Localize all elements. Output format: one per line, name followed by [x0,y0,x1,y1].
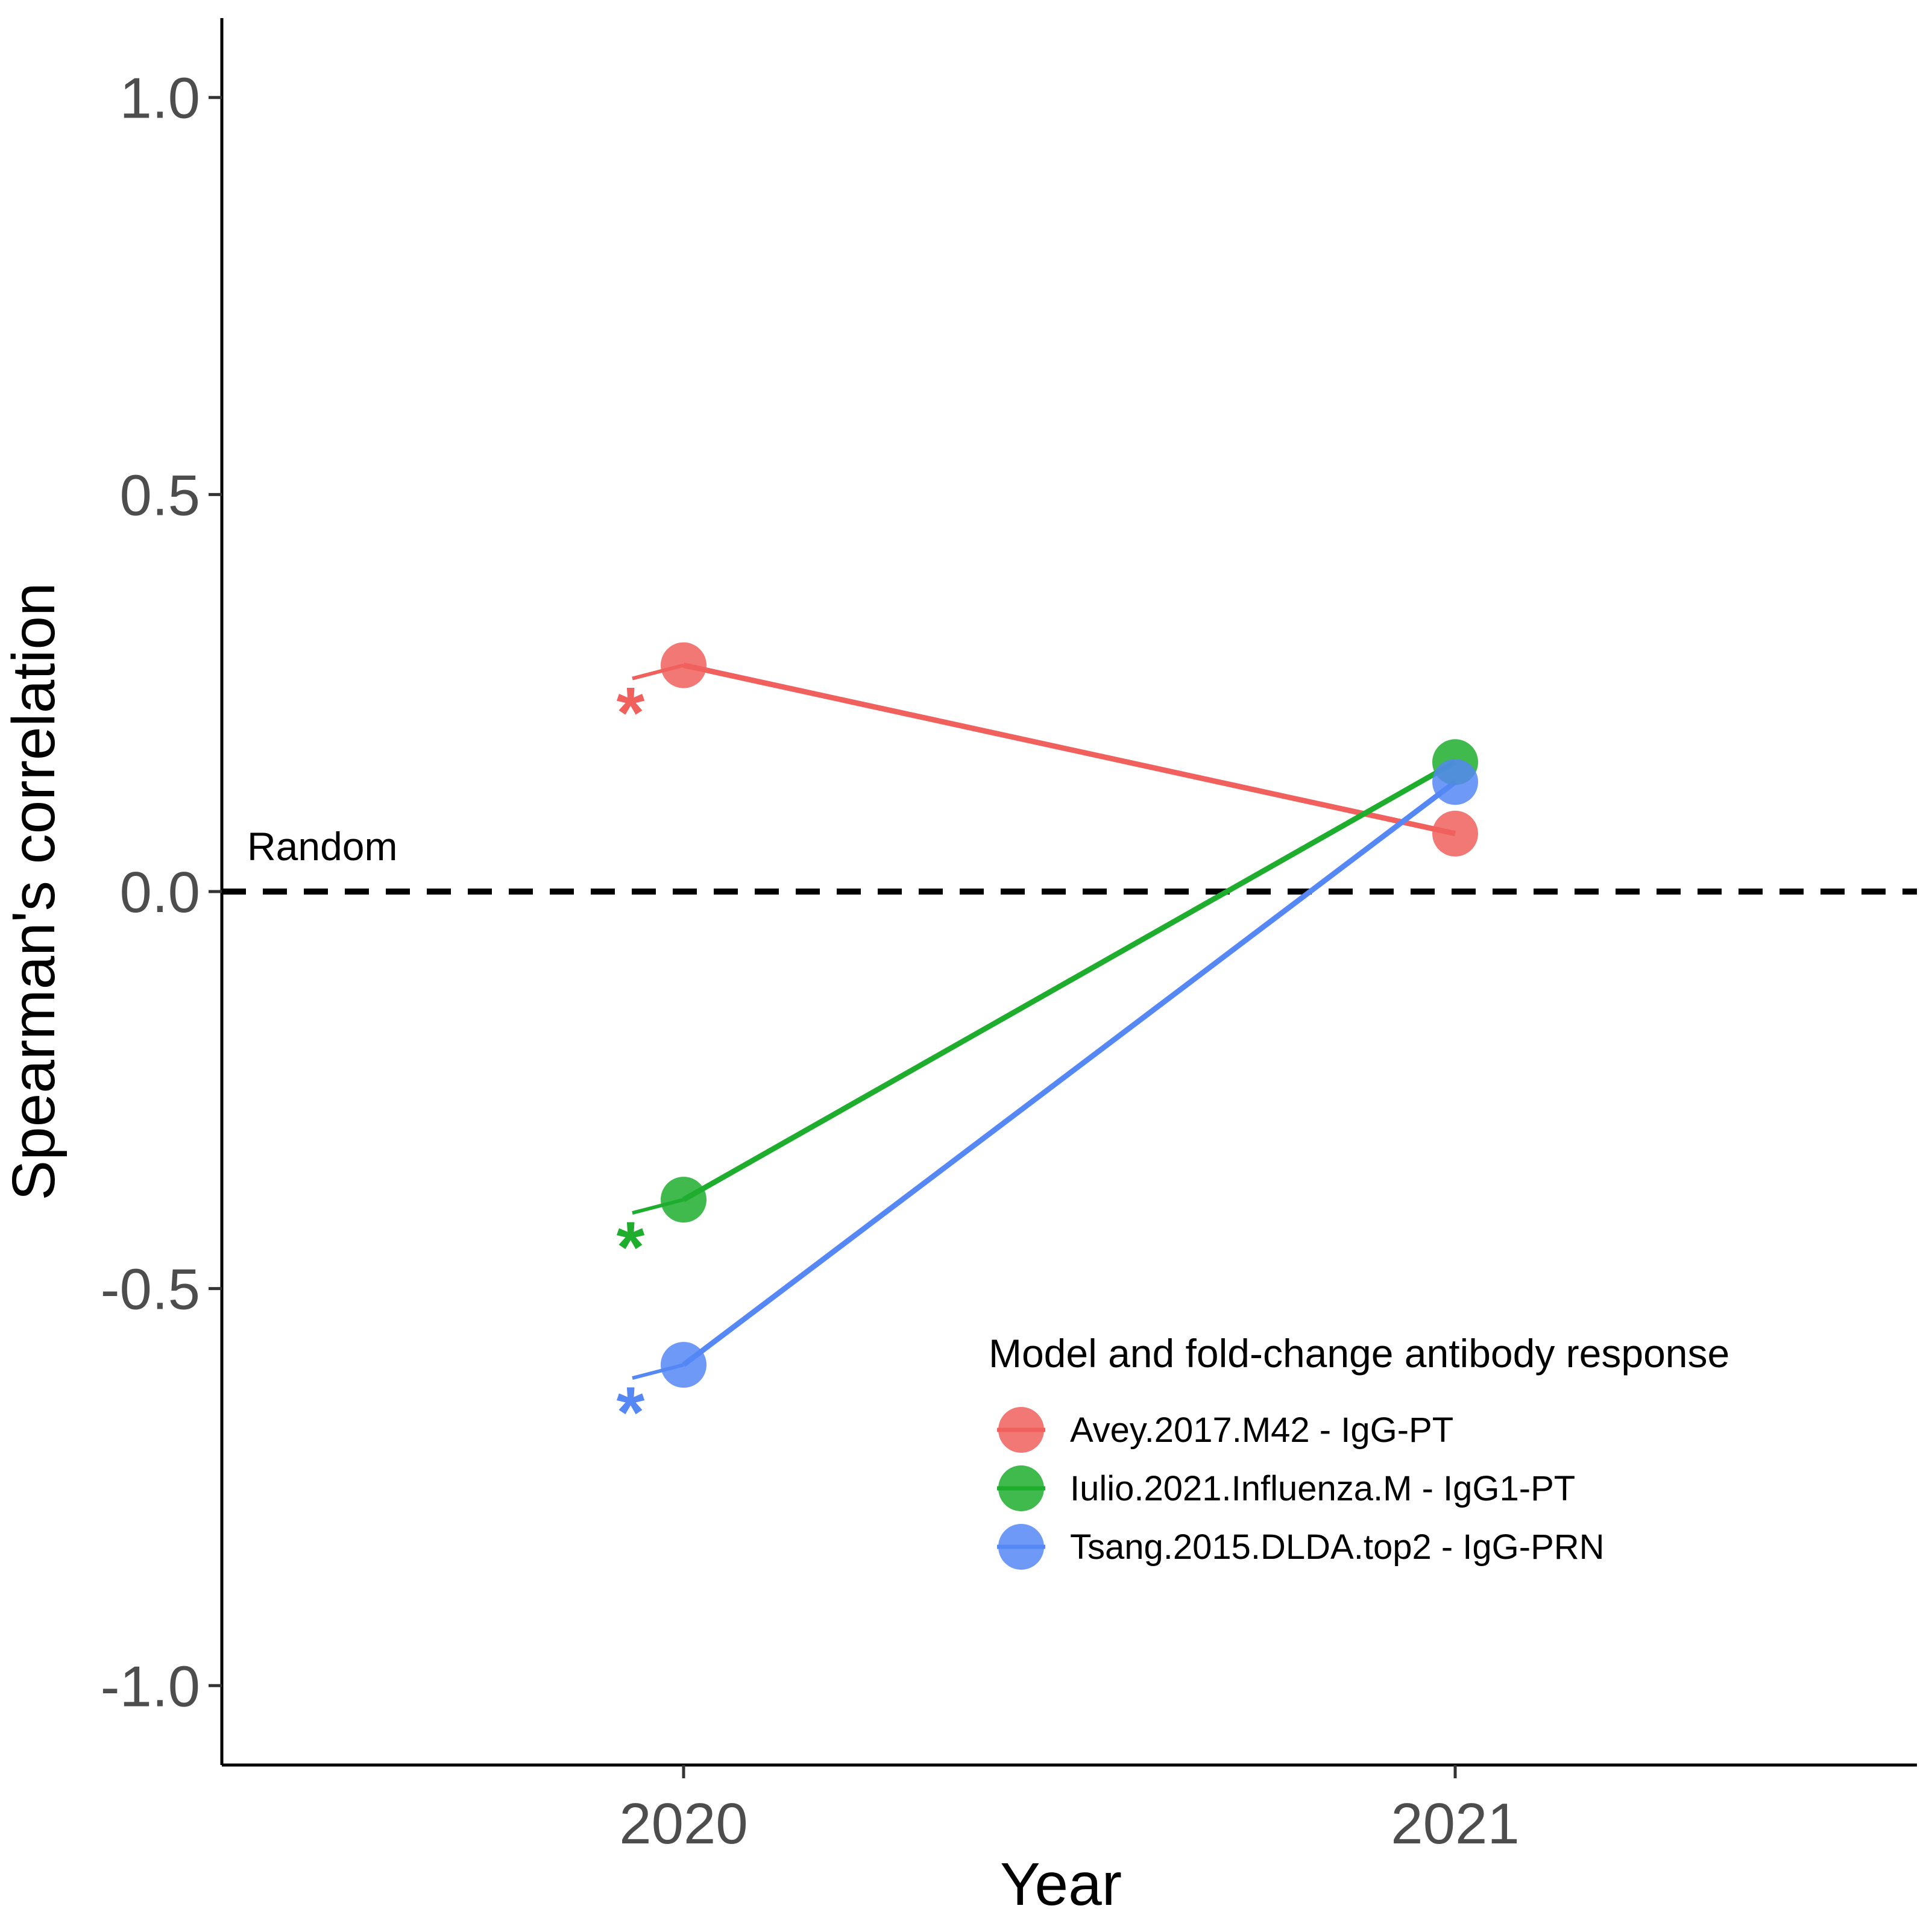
data-point [661,642,706,688]
data-point [1432,810,1478,857]
x-axis-title: Year [1000,1851,1122,1918]
legend-item: Avey.2017.M42 - IgG-PT [997,1407,1453,1453]
series-points [661,642,1478,1388]
reference-line-group: Random [222,824,1917,895]
legend: Model and fold-change antibody response A… [989,1331,1729,1570]
legend-label: Iulio.2021.Influenza.M - IgG1-PT [1070,1469,1575,1508]
significance-star: * [617,1372,645,1453]
data-point [661,1342,706,1388]
y-tick-label: 1.0 [120,66,200,131]
x-tick-label: 2020 [619,1792,748,1856]
series-line [683,662,1456,837]
legend-item: Tsang.2015.DLDA.top2 - IgG-PRN [997,1524,1605,1570]
significance-markers: * * * [617,673,645,1453]
legend-title: Model and fold-change antibody response [989,1331,1729,1376]
legend-label: Avey.2017.M42 - IgG-PT [1070,1411,1453,1450]
y-tick-label: 0.5 [120,463,200,527]
data-point [661,1177,706,1223]
legend-item: Iulio.2021.Influenza.M - IgG1-PT [997,1465,1575,1511]
legend-label: Tsang.2015.DLDA.top2 - IgG-PRN [1070,1528,1605,1567]
series-line [682,760,1457,1203]
series-line [682,779,1457,1367]
x-tick-label: 2021 [1391,1792,1520,1856]
data-point [1432,759,1478,805]
random-reference-label: Random [247,824,397,869]
y-tick-label: -1.0 [101,1654,200,1719]
y-tick-label: -0.5 [101,1257,200,1322]
significance-star: * [617,1207,645,1288]
axes: 1.0 0.5 0.0 -0.5 -1.0 2020 2021 [101,18,1917,1856]
significance-star: * [617,673,645,754]
series-lines [632,662,1457,1380]
y-tick-label: 0.0 [120,860,200,925]
y-axis-title: Spearman's correlation [0,582,68,1200]
